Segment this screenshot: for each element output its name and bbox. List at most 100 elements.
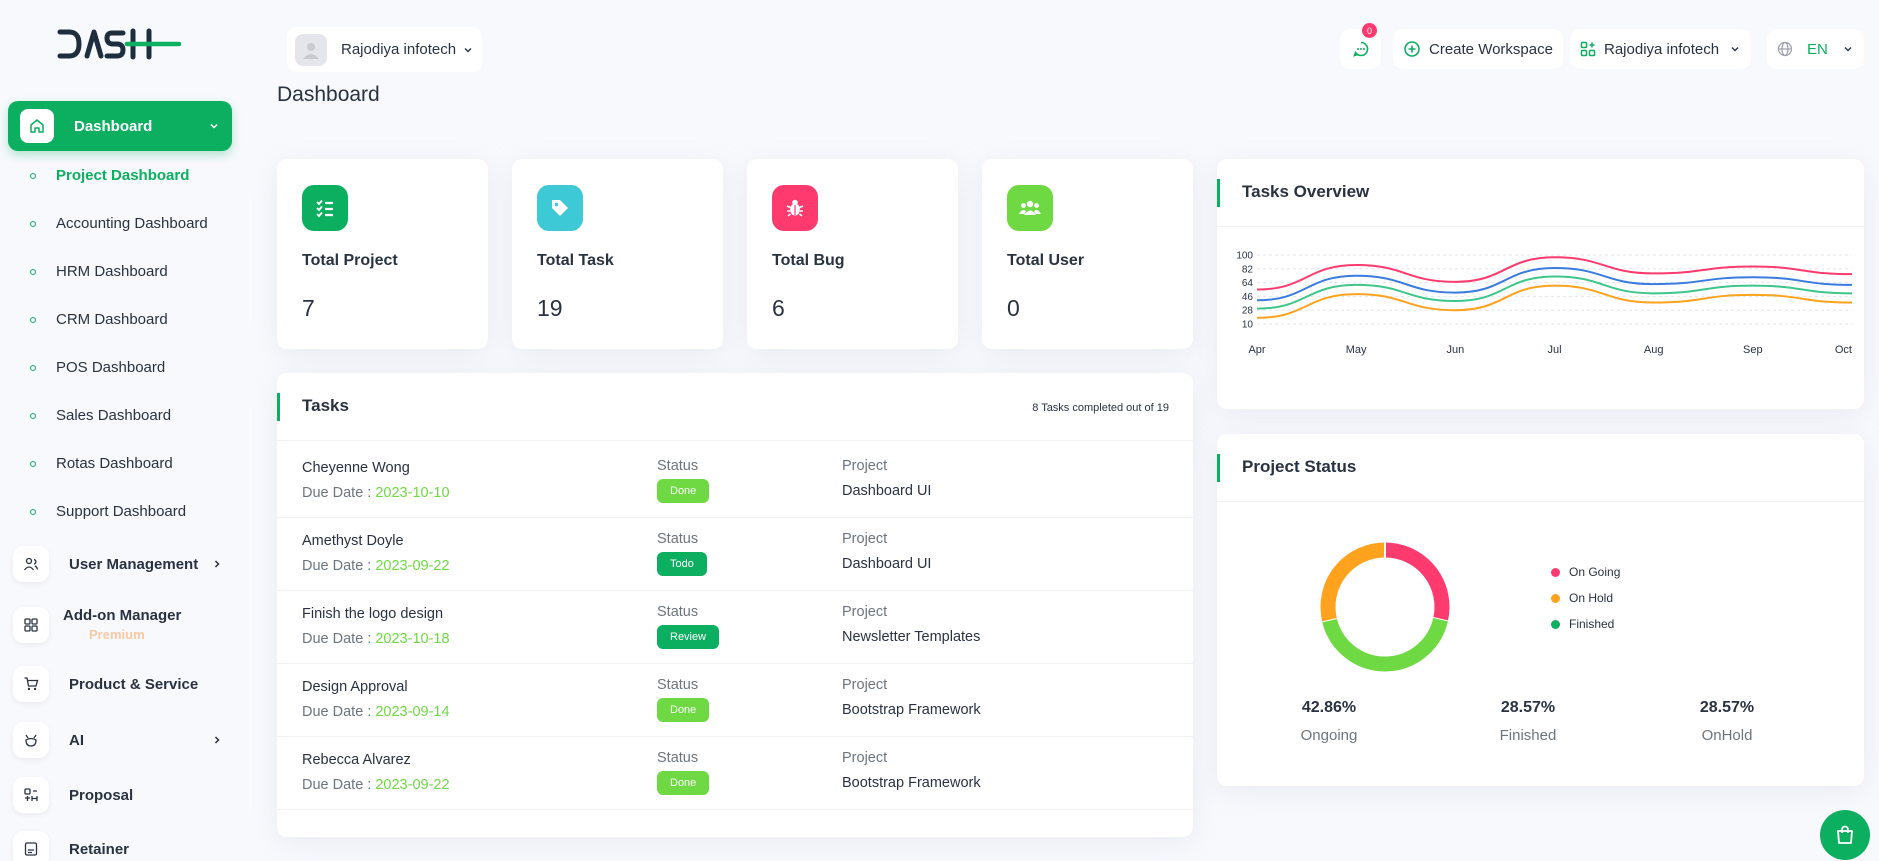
series-line-2 [1256,275,1853,310]
dash-logo[interactable] [57,28,182,65]
chevron-down-icon [210,123,218,129]
legend-label: On Going [1569,565,1621,579]
cart-button[interactable] [1820,810,1870,860]
task-name: Rebecca Alvarez [302,752,411,768]
stat-title: Total Bug [772,252,845,269]
status-badge[interactable]: Done [657,479,710,503]
stat-value: 7 [302,295,315,321]
donut-slice-on-going[interactable] [1384,542,1450,622]
checklist-icon [302,185,348,231]
bullet-icon [30,460,36,467]
y-tick-label: 28 [1242,306,1254,317]
sidebar-sub-accounting-dashboard[interactable]: Accounting Dashboard [30,215,208,232]
task-row[interactable]: Amethyst Doyle Due Date : 2023-09-22 Sta… [277,518,1193,591]
series-line-0 [1256,256,1853,291]
language-code: EN [1807,40,1828,58]
sidebar-sub-project-dashboard[interactable]: Project Dashboard [30,167,189,184]
sidebar-item-ai[interactable]: AI [13,722,223,758]
task-row[interactable]: Design Approval Due Date : 2023-09-14 St… [277,664,1193,737]
users-icon [1007,185,1053,231]
sidebar-item-user-management[interactable]: User Management [13,546,223,582]
task-row[interactable]: Rebecca Alvarez Due Date : 2023-09-22 St… [277,737,1193,810]
chevron-down-icon [1844,47,1852,52]
status-label: Status [657,604,699,620]
due-label: Due Date : [302,631,372,647]
bullet-icon [30,268,36,275]
sidebar-item-retainer[interactable]: Retainer [13,831,223,861]
sidebar-item-product-service[interactable]: Product & Service [13,666,223,702]
workspace-switcher[interactable]: Rajodiya infotech [287,27,482,72]
sidebar-item-add-on-manager[interactable]: Add-on Manager [13,607,223,643]
bullet-icon [30,364,36,371]
y-tick-label: 10 [1242,320,1254,331]
status-badge[interactable]: Done [657,698,710,722]
chevron-down-icon [1731,47,1739,52]
avatar [295,33,327,66]
task-name: Finish the logo design [302,606,444,622]
status-badge[interactable]: Review [657,625,720,649]
language-switcher[interactable]: EN [1767,29,1864,69]
stat-card-total-bug: Total Bug 6 [747,159,958,349]
sidebar-sub-rotas-dashboard[interactable]: Rotas Dashboard [30,455,173,472]
due-date: 2023-10-18 [375,631,450,647]
message-count-badge: 0 [1362,23,1377,38]
premium-badge: Premium [89,627,145,642]
sidebar-item-label: User Management [69,555,199,573]
sidebar-item-label: AI [69,731,84,749]
sidebar-item-proposal[interactable]: Proposal [13,777,223,813]
status-badge[interactable]: Done [657,771,710,795]
bullet-icon [30,220,36,227]
cart-icon [13,666,49,702]
sidebar-item-label: Add-on Manager [63,606,182,624]
pct-label: Finished [1499,727,1557,744]
tasks-overview-card: Tasks Overview 10 28 46 64 82 100 Apr May Jun Jul… [1217,159,1864,409]
project-status-card: Project Status On Going On Hold Finished… [1217,434,1864,786]
sidebar-sub-pos-dashboard[interactable]: POS Dashboard [30,359,165,376]
bug-icon [772,185,818,231]
task-due: Due Date : 2023-10-18 [302,631,450,647]
task-due: Due Date : 2023-09-22 [302,558,450,574]
sidebar-sub-sales-dashboard[interactable]: Sales Dashboard [30,407,171,424]
chevron-right-icon [214,736,220,744]
create-workspace-button[interactable]: Create Workspace [1393,29,1563,69]
x-tick-label: Oct [1835,344,1852,356]
project-status-donut [1320,542,1450,672]
stat-card-total-user: Total User 0 [982,159,1193,349]
chat-icon [1352,41,1368,57]
pct-label: OnHold [1701,727,1753,744]
project-label: Project [842,750,888,766]
stat-title: Total User [1007,252,1085,269]
status-badge[interactable]: Todo [657,552,707,576]
legend-swatch [1551,567,1560,577]
donut-slice-on-hold[interactable] [1320,542,1386,622]
apps-icon [1580,41,1596,57]
due-label: Due Date : [302,704,372,720]
create-workspace-label: Create Workspace [1429,40,1553,58]
sidebar-sub-support-dashboard[interactable]: Support Dashboard [30,503,186,520]
project-label: Project [842,604,888,620]
sidebar-item-dashboard[interactable]: Dashboard [8,101,232,151]
task-row[interactable]: Cheyenne Wong Due Date : 2023-10-10 Stat… [277,445,1193,518]
legend-on-going: On Going [1551,565,1620,579]
y-tick-label: 100 [1236,251,1253,262]
task-due: Due Date : 2023-10-10 [302,485,450,501]
stat-value: 0 [1007,295,1020,321]
ai-icon [13,722,49,758]
pct-onhold: 28.57% OnHold [1667,699,1787,744]
due-date: 2023-09-22 [375,777,450,793]
globe-icon [1777,41,1793,57]
sidebar-sub-crm-dashboard[interactable]: CRM Dashboard [30,311,168,328]
company-switcher[interactable]: Rajodiya infotech [1570,29,1752,69]
legend-label: On Hold [1569,591,1614,605]
sidebar-item-label: Retainer [69,840,130,858]
sidebar-sub-hrm-dashboard[interactable]: HRM Dashboard [30,263,168,280]
accent-bar [1217,454,1220,482]
sub-item-label: Accounting Dashboard [56,215,208,232]
sidebar-item-label: Dashboard [74,117,153,135]
messages-button[interactable]: 0 [1340,23,1381,69]
grid-icon [13,607,49,643]
retainer-icon [13,831,49,861]
task-row[interactable]: Finish the logo design Due Date : 2023-1… [277,591,1193,664]
donut-slice-finished[interactable] [1322,617,1448,672]
pct-value: 42.86% [1301,699,1357,716]
